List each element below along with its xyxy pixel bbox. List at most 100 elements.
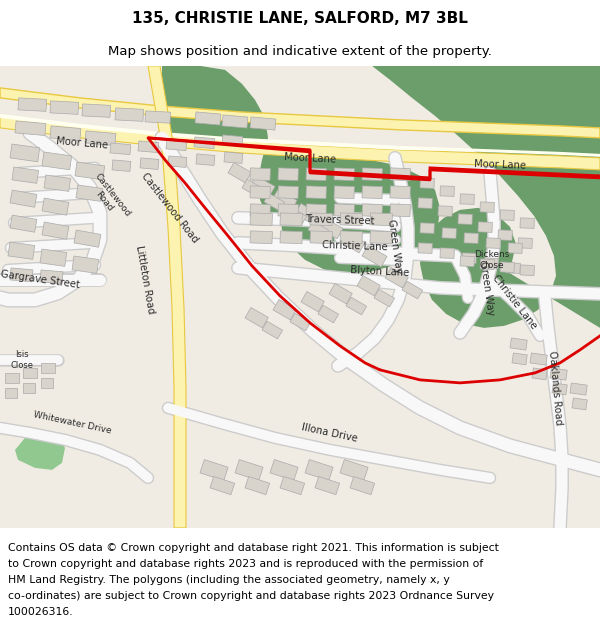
Bar bbox=[278, 186, 298, 199]
Bar bbox=[112, 160, 131, 171]
Bar bbox=[12, 167, 38, 183]
Bar bbox=[145, 111, 170, 123]
Bar bbox=[438, 206, 452, 216]
Bar bbox=[50, 101, 79, 114]
Bar bbox=[280, 231, 302, 244]
Polygon shape bbox=[162, 66, 440, 274]
Text: Christie Lane: Christie Lane bbox=[491, 273, 539, 331]
Bar bbox=[41, 378, 53, 388]
Bar bbox=[340, 231, 362, 244]
Bar bbox=[273, 299, 296, 320]
Bar bbox=[250, 176, 275, 197]
Bar bbox=[74, 230, 101, 248]
Text: Green Way: Green Way bbox=[386, 218, 404, 274]
Text: Moor Lane: Moor Lane bbox=[56, 136, 109, 150]
Bar bbox=[140, 158, 159, 169]
Bar bbox=[420, 223, 434, 233]
Polygon shape bbox=[15, 432, 65, 470]
Text: Christie Lane: Christie Lane bbox=[322, 240, 388, 252]
Bar bbox=[10, 190, 37, 208]
Bar bbox=[50, 126, 81, 141]
Bar bbox=[23, 368, 37, 378]
Bar bbox=[306, 186, 326, 199]
Text: 135, CHRISTIE LANE, SALFORD, M7 3BL: 135, CHRISTIE LANE, SALFORD, M7 3BL bbox=[132, 11, 468, 26]
Bar bbox=[250, 186, 271, 199]
Bar bbox=[72, 256, 99, 273]
Bar bbox=[385, 268, 409, 288]
Bar bbox=[510, 338, 527, 350]
Bar bbox=[570, 383, 587, 395]
Bar bbox=[334, 204, 355, 217]
Bar bbox=[308, 221, 329, 239]
Bar bbox=[250, 168, 271, 181]
Bar bbox=[5, 388, 17, 398]
Bar bbox=[440, 248, 454, 258]
Bar bbox=[340, 213, 362, 226]
Bar bbox=[550, 368, 567, 380]
Bar bbox=[270, 459, 298, 481]
Bar bbox=[362, 186, 382, 199]
Bar bbox=[340, 231, 365, 253]
Polygon shape bbox=[0, 66, 600, 528]
Text: to Crown copyright and database rights 2023 and is reproduced with the permissio: to Crown copyright and database rights 2… bbox=[8, 559, 483, 569]
Bar bbox=[418, 198, 433, 208]
Bar bbox=[301, 291, 325, 312]
Bar bbox=[334, 186, 355, 199]
Bar bbox=[295, 204, 320, 225]
Bar bbox=[480, 259, 494, 269]
Bar bbox=[166, 139, 187, 151]
Text: Map shows position and indicative extent of the property.: Map shows position and indicative extent… bbox=[108, 45, 492, 58]
Text: 100026316.: 100026316. bbox=[8, 607, 74, 617]
Text: co-ordinates) are subject to Crown copyright and database rights 2023 Ordnance S: co-ordinates) are subject to Crown copyr… bbox=[8, 591, 494, 601]
Bar bbox=[168, 156, 187, 168]
Bar bbox=[520, 265, 535, 276]
Text: Dickens
Close: Dickens Close bbox=[475, 250, 509, 269]
Bar bbox=[350, 476, 374, 494]
Bar bbox=[402, 281, 422, 299]
Polygon shape bbox=[148, 66, 186, 528]
Polygon shape bbox=[0, 88, 600, 138]
Bar bbox=[44, 175, 71, 191]
Text: Green Way: Green Way bbox=[478, 260, 496, 316]
Bar bbox=[40, 249, 67, 266]
Bar bbox=[374, 289, 395, 307]
Text: Castlewood Road: Castlewood Road bbox=[140, 171, 200, 245]
Bar bbox=[286, 208, 307, 225]
Bar bbox=[195, 112, 221, 125]
Bar bbox=[242, 179, 263, 197]
Bar bbox=[506, 263, 520, 273]
Bar bbox=[530, 353, 547, 365]
Bar bbox=[315, 476, 340, 494]
Text: Castlewood
Road: Castlewood Road bbox=[84, 171, 132, 224]
Bar bbox=[306, 168, 326, 181]
Text: Isis
Close: Isis Close bbox=[11, 350, 34, 369]
Bar bbox=[572, 398, 587, 410]
Bar bbox=[334, 168, 355, 181]
Bar bbox=[41, 363, 55, 373]
Bar bbox=[280, 476, 305, 494]
Text: Travers Street: Travers Street bbox=[305, 214, 375, 226]
Bar bbox=[76, 185, 103, 201]
Bar bbox=[40, 270, 63, 284]
Bar bbox=[370, 213, 392, 226]
Bar bbox=[478, 222, 493, 232]
Bar bbox=[245, 476, 269, 494]
Bar bbox=[500, 210, 514, 221]
Bar bbox=[272, 189, 297, 211]
Text: Moor Lane: Moor Lane bbox=[284, 151, 336, 164]
Bar bbox=[290, 313, 311, 331]
Bar bbox=[512, 353, 527, 365]
Bar bbox=[458, 214, 472, 224]
Bar bbox=[440, 186, 454, 196]
Bar bbox=[194, 137, 215, 149]
Bar bbox=[210, 476, 235, 494]
Bar bbox=[200, 459, 228, 481]
Text: Illona Drive: Illona Drive bbox=[301, 422, 359, 444]
Bar bbox=[82, 104, 110, 118]
Bar bbox=[110, 143, 131, 154]
Bar bbox=[250, 117, 276, 130]
Bar bbox=[42, 222, 69, 239]
Bar bbox=[508, 243, 523, 253]
Bar bbox=[250, 231, 272, 244]
Bar bbox=[532, 368, 547, 380]
